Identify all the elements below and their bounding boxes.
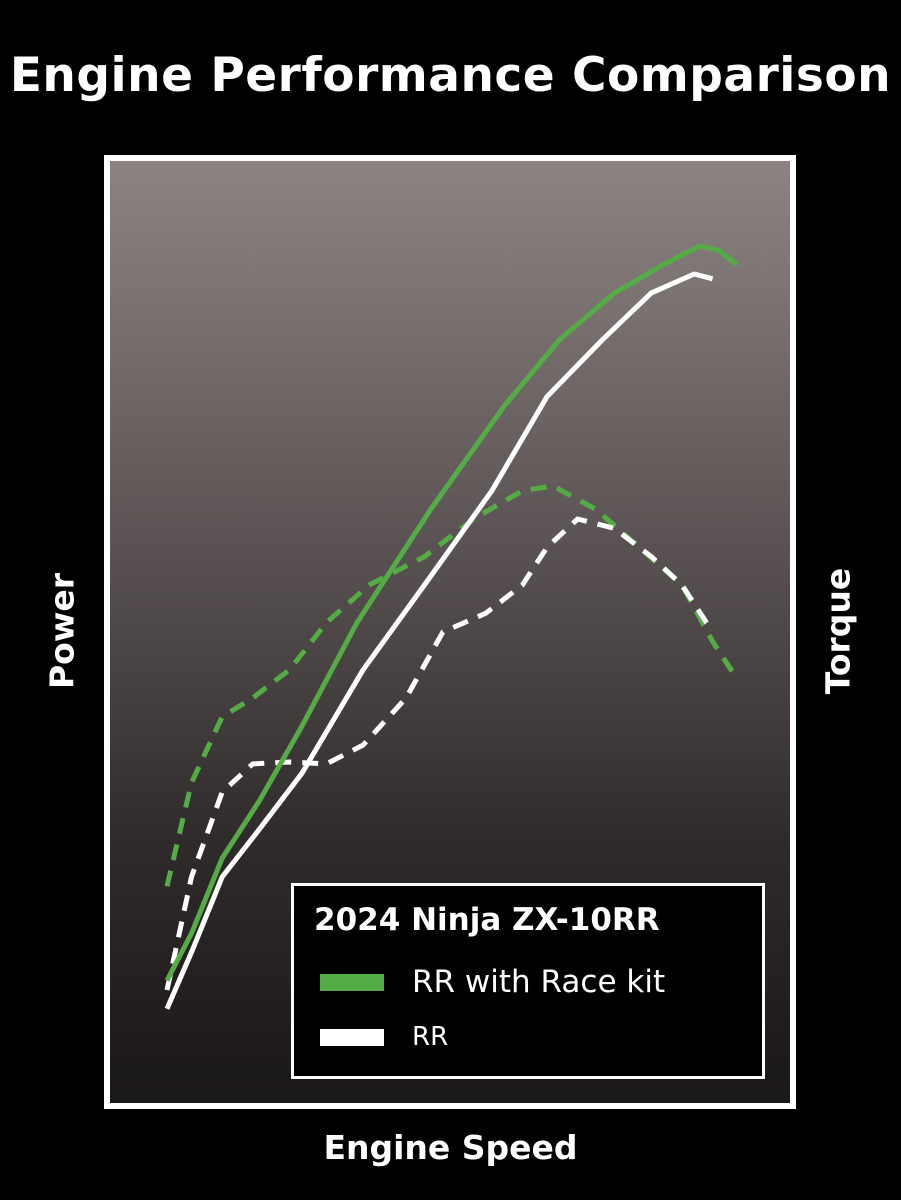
legend-swatch-race-kit [320,973,384,991]
chart-title: Engine Performance Comparison [9,48,892,103]
x-axis-label: Engine Speed [323,1128,578,1167]
legend-item-race-kit: RR with Race kit [320,962,665,1002]
chart-svg [164,243,740,1010]
legend: 2024 Ninja ZX-10RR RR with Race kit RR [291,883,765,1079]
series-line-rr-torque [164,516,715,991]
y-axis-label-torque: Torque [818,567,858,695]
legend-label-race-kit: RR with Race kit [412,964,666,1000]
series-line-rr-with-race-kit-torque [164,483,740,887]
legend-title: 2024 Ninja ZX-10RR [314,902,660,938]
y-axis-label-power: Power [42,573,82,689]
legend-item-rr: RR [320,1017,448,1057]
legend-label-rr: RR [412,1022,449,1052]
legend-swatch-rr [320,1028,384,1046]
series-line-rr-with-race-kit-power [164,243,739,982]
series-line-rr-power [164,271,714,1010]
